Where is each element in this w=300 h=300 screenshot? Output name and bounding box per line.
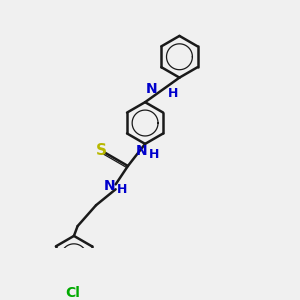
Text: Cl: Cl	[65, 286, 80, 300]
Text: H: H	[117, 183, 128, 196]
Text: N: N	[104, 178, 115, 193]
Text: N: N	[136, 144, 147, 158]
Text: N: N	[146, 82, 158, 96]
Text: S: S	[95, 142, 106, 158]
Text: H: H	[148, 148, 159, 161]
Text: H: H	[168, 87, 178, 100]
